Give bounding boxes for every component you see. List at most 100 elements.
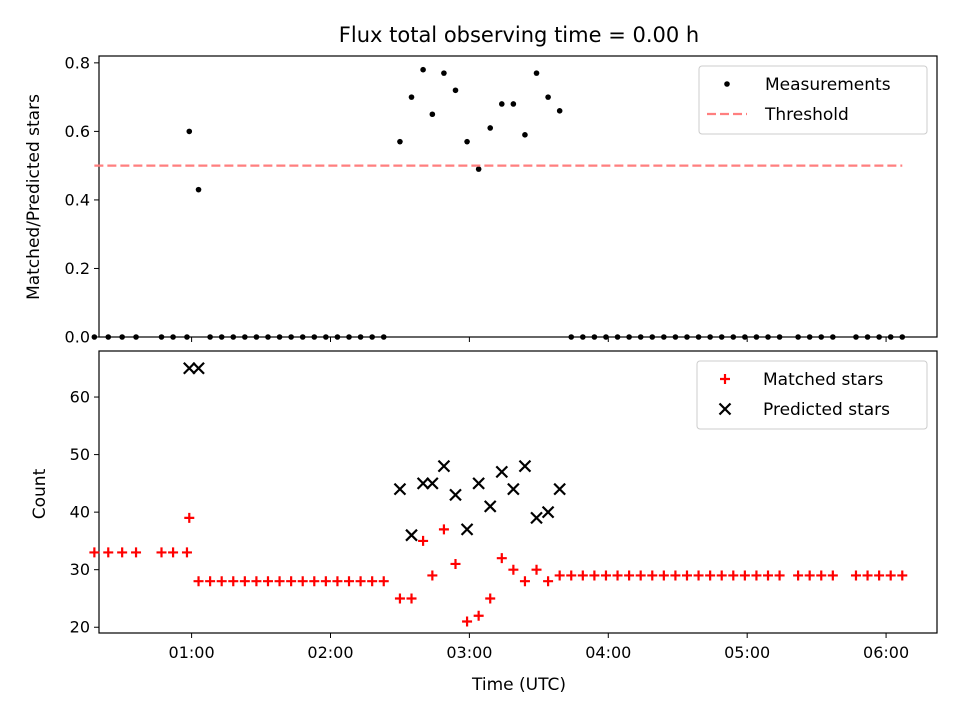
measurements-point xyxy=(346,334,352,340)
measurements-point xyxy=(334,334,341,340)
x-tick-label: 04:00 xyxy=(585,643,631,662)
x-tick-label: 06:00 xyxy=(863,643,909,662)
predicted-stars-point xyxy=(426,477,439,490)
measurements-point xyxy=(452,87,459,94)
x-tick-label: 02:00 xyxy=(307,643,353,662)
legend-matched-stars-key xyxy=(720,374,730,384)
matched-stars-point xyxy=(131,547,142,558)
matched-stars-point xyxy=(658,570,669,581)
matched-stars-point xyxy=(367,576,378,587)
matched-stars-point xyxy=(103,547,114,558)
measurements-point xyxy=(753,334,760,340)
bottom-legend: Matched stars Predicted stars xyxy=(696,360,928,430)
bottom-y-tick-label: 50 xyxy=(70,445,90,464)
predicted-stars-point xyxy=(483,500,497,513)
matched-stars-point xyxy=(156,547,167,558)
predicted-stars-point xyxy=(437,459,451,473)
matched-stars-point xyxy=(681,570,692,581)
matched-stars-point xyxy=(793,570,804,581)
matched-stars-point xyxy=(239,576,250,587)
measurements-point xyxy=(614,334,621,340)
top-legend-box xyxy=(698,65,928,135)
measurements-point xyxy=(626,334,632,340)
top-y-axis-label: Matched/Predicted stars xyxy=(24,94,44,300)
measurements-point xyxy=(420,66,426,73)
measurements-point xyxy=(105,334,112,340)
measurements-point xyxy=(170,334,176,340)
bottom-y-axis-label: Count xyxy=(30,468,50,519)
legend-measurements-label: Measurements xyxy=(765,75,891,95)
matched-stars-point xyxy=(216,576,227,587)
matched-stars-point xyxy=(705,570,716,581)
measurements-point xyxy=(207,334,213,340)
measurements-point xyxy=(299,334,306,340)
x-tick-label: 05:00 xyxy=(724,643,770,662)
predicted-stars-point xyxy=(416,477,430,490)
matched-stars-point xyxy=(566,570,577,581)
predicted-stars-point xyxy=(460,523,474,536)
measurements-point xyxy=(133,334,139,340)
matched-stars-point xyxy=(193,576,204,587)
matched-stars-point xyxy=(418,535,429,546)
matched-stars-point xyxy=(600,570,611,581)
matched-stars-point xyxy=(850,570,861,581)
measurements-point xyxy=(91,334,98,340)
measurements-point xyxy=(184,334,190,340)
measurements-point xyxy=(853,334,859,340)
legend-matched-stars-label: Matched stars xyxy=(763,370,883,390)
matched-stars-point xyxy=(450,558,461,569)
measurements-point xyxy=(498,101,505,107)
matched-stars-point xyxy=(862,570,873,581)
predicted-stars-point xyxy=(405,528,418,542)
legend-threshold-label: Threshold xyxy=(764,105,849,125)
measurements-point xyxy=(818,334,825,340)
bottom-y-tick-label: 60 xyxy=(70,388,90,407)
measurements-point xyxy=(218,334,225,340)
measurements-point xyxy=(522,132,528,138)
measurements-point xyxy=(864,334,871,340)
measurements-point xyxy=(464,138,470,145)
predicted-stars-point xyxy=(472,477,485,490)
bottom-y-tick-label: 20 xyxy=(70,618,90,637)
measurements-point xyxy=(441,70,447,76)
measurements-point xyxy=(568,334,575,340)
matched-stars-point xyxy=(251,576,262,587)
measurements-point xyxy=(899,334,906,340)
measurements-point xyxy=(730,334,737,340)
measurements-point xyxy=(357,334,364,340)
matched-stars-point xyxy=(320,576,331,587)
matched-stars-point xyxy=(624,570,635,581)
measurements-point xyxy=(487,125,494,131)
matched-stars-point xyxy=(168,547,179,558)
measurements-point xyxy=(887,334,894,340)
matched-stars-point xyxy=(406,593,417,604)
matched-stars-point xyxy=(344,576,355,587)
measurements-point xyxy=(323,334,329,340)
matched-stars-point xyxy=(577,570,588,581)
matched-stars-point xyxy=(827,570,838,581)
measurements-point xyxy=(876,334,882,340)
matched-stars-point xyxy=(286,576,297,587)
predicted-stars-point xyxy=(183,361,196,375)
matched-stars-point xyxy=(485,593,496,604)
measurements-point xyxy=(119,334,125,340)
matched-stars-point xyxy=(589,570,600,581)
measurements-point xyxy=(795,334,801,340)
legend-measurements-key xyxy=(724,81,730,87)
measurements-point xyxy=(707,334,713,340)
matched-stars-point xyxy=(427,570,438,581)
predicted-stars-point xyxy=(541,505,555,519)
matched-stars-point xyxy=(355,576,366,587)
measurements-point xyxy=(475,166,482,172)
measurements-point xyxy=(672,334,679,340)
measurements-point xyxy=(429,111,436,118)
matched-stars-point xyxy=(874,570,885,581)
matched-stars-point xyxy=(496,553,507,564)
matched-stars-point xyxy=(274,576,285,587)
measurements-point xyxy=(556,108,563,114)
top-y-tick-label: 0.6 xyxy=(65,122,90,141)
matched-stars-point xyxy=(751,570,762,581)
matched-stars-point xyxy=(519,576,530,587)
measurements-point xyxy=(242,334,248,340)
bottom-plot-frame xyxy=(98,350,938,634)
